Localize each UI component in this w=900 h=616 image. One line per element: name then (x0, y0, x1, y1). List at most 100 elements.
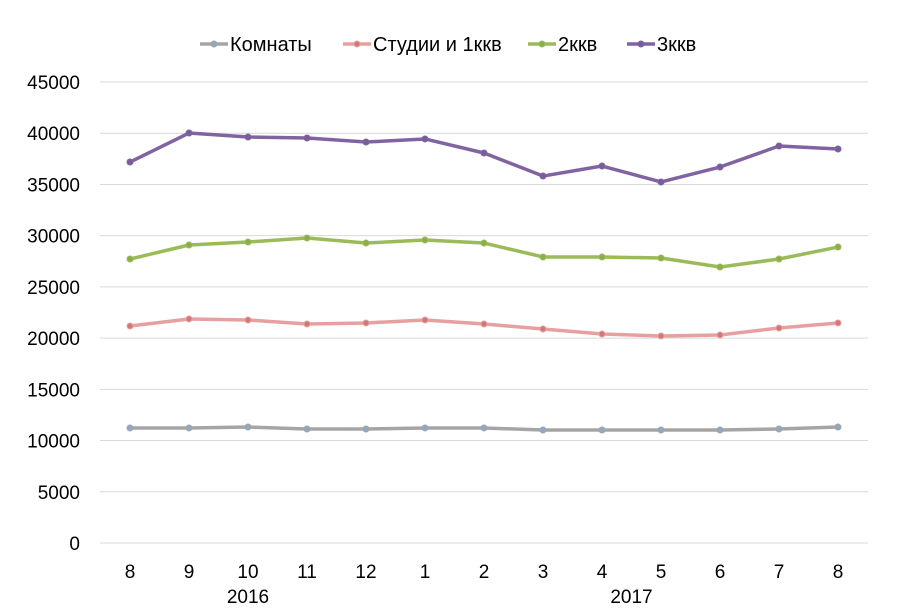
data-point (480, 424, 488, 432)
data-point (834, 423, 842, 431)
data-point (716, 331, 724, 339)
data-point (480, 149, 488, 157)
legend-item: Студии и 1ккв (343, 34, 502, 56)
legend-marker (210, 40, 218, 48)
data-point (185, 424, 193, 432)
x-tick-label: 8 (125, 562, 136, 583)
y-tick-label: 10000 (27, 432, 80, 453)
data-point (775, 142, 783, 150)
data-point (480, 320, 488, 328)
data-point (716, 163, 724, 171)
series-line (129, 131, 839, 184)
legend-item: 3ккв (627, 34, 696, 56)
data-point (775, 425, 783, 433)
data-point (716, 426, 724, 434)
x-tick-label: 11 (297, 562, 317, 583)
legend-item: 2ккв (528, 34, 597, 56)
data-point (303, 320, 311, 328)
data-point (539, 426, 547, 434)
data-point (598, 330, 606, 338)
x-tick-label: 2 (479, 562, 490, 583)
x-tick-label: 7 (774, 562, 785, 583)
y-tick-label: 20000 (27, 329, 80, 350)
data-point (598, 162, 606, 170)
series-4 (126, 129, 842, 186)
y-tick-label: 5000 (38, 483, 80, 504)
x-tick-label: 3 (538, 562, 549, 583)
data-point (539, 172, 547, 180)
legend-label: 2ккв (558, 34, 597, 56)
data-point (421, 135, 429, 143)
x-tick-label: 12 (355, 562, 376, 583)
data-point (185, 315, 193, 323)
year-labels: 2016 2017 (227, 587, 653, 608)
data-point (421, 316, 429, 324)
data-point (303, 134, 311, 142)
x-tick-label: 10 (237, 562, 258, 583)
data-point (421, 236, 429, 244)
data-point (244, 423, 252, 431)
y-tick-label: 35000 (27, 175, 80, 196)
y-tick-label: 40000 (27, 124, 80, 145)
x-axis-ticks: 8 9 10 11 12 1 2 3 4 5 6 7 8 (125, 562, 844, 583)
y-tick-label: 0 (69, 534, 80, 555)
data-point (244, 238, 252, 246)
data-point (657, 178, 665, 186)
year-label: 2017 (610, 587, 652, 608)
data-point (716, 263, 724, 271)
legend-marker (637, 40, 645, 48)
data-point (244, 316, 252, 324)
x-tick-label: 6 (715, 562, 726, 583)
y-tick-label: 25000 (27, 278, 80, 299)
legend: Комнаты Студии и 1ккв 2ккв 3ккв (200, 34, 696, 56)
data-point (126, 322, 134, 330)
data-point (303, 425, 311, 433)
x-tick-label: 8 (833, 562, 844, 583)
data-point (126, 255, 134, 263)
data-point (362, 239, 370, 247)
data-point (126, 424, 134, 432)
y-tick-label: 15000 (27, 380, 80, 401)
data-point (775, 324, 783, 332)
data-point (539, 253, 547, 261)
data-point (775, 255, 783, 263)
data-point (185, 241, 193, 249)
x-tick-label: 1 (420, 562, 431, 583)
data-point (421, 424, 429, 432)
data-point (480, 239, 488, 247)
series-3 (126, 234, 842, 271)
y-axis-ticks: 0 5000 10000 15000 20000 25000 30000 35000 40000… (27, 73, 80, 555)
data-point (657, 332, 665, 340)
data-point (834, 145, 842, 153)
series-2 (126, 315, 842, 340)
data-point (598, 253, 606, 261)
data-point (244, 133, 252, 141)
series-group (126, 129, 842, 434)
data-point (362, 425, 370, 433)
data-point (303, 234, 311, 242)
legend-item: Комнаты (200, 34, 312, 56)
data-point (657, 426, 665, 434)
data-point (362, 319, 370, 327)
data-point (598, 426, 606, 434)
data-point (185, 129, 193, 137)
legend-label: 3ккв (657, 34, 696, 56)
x-tick-label: 5 (656, 562, 667, 583)
legend-marker (353, 40, 361, 48)
data-point (126, 158, 134, 166)
legend-marker (538, 40, 546, 48)
x-tick-label: 9 (184, 562, 195, 583)
legend-label: Студии и 1ккв (373, 34, 502, 56)
y-tick-label: 30000 (27, 227, 80, 248)
data-point (834, 319, 842, 327)
y-tick-label: 45000 (27, 73, 80, 94)
gridlines (100, 81, 868, 544)
data-point (657, 254, 665, 262)
data-point (362, 138, 370, 146)
data-point (834, 243, 842, 251)
data-point (539, 325, 547, 333)
year-label: 2016 (227, 587, 269, 608)
legend-label: Комнаты (230, 34, 312, 56)
series-1 (126, 423, 842, 434)
